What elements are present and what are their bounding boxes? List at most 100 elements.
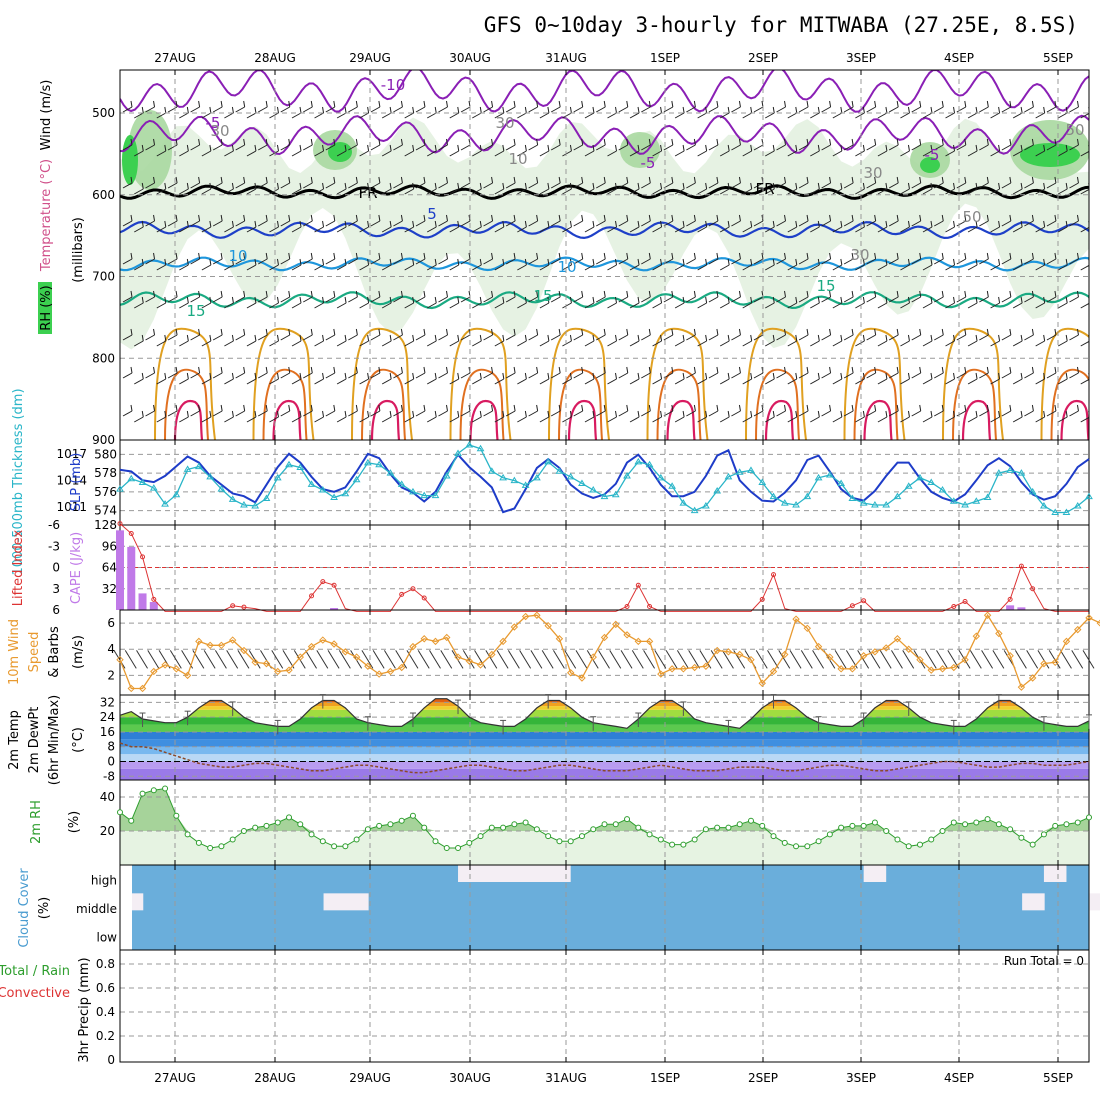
- wind-barb: [629, 188, 640, 195]
- rh-point: [725, 824, 732, 831]
- cloud-clear-middle: [323, 893, 369, 911]
- wind-barb-flag: [254, 296, 257, 304]
- wind-barb-flag: [276, 182, 279, 190]
- wind-speed-point: [612, 620, 620, 629]
- wind-barb-flag: [276, 106, 279, 114]
- wind-barb-flag: [198, 100, 201, 108]
- wind-barb-flag: [198, 366, 201, 374]
- wind-barb-flag: [378, 138, 381, 146]
- temp-band: [120, 724, 1089, 732]
- temp-line: [119, 698, 1090, 729]
- wind-barb: [303, 106, 313, 113]
- wind-barb-flag: [423, 100, 426, 108]
- wind-barb-flag: [378, 176, 381, 184]
- wind-barb-flag: [817, 334, 820, 342]
- cape-tick-label: 32: [102, 582, 117, 596]
- wind-barb: [686, 144, 696, 151]
- wind-barb-flag: [310, 290, 313, 298]
- wind-barb-flag: [445, 366, 448, 374]
- wind-barb: [902, 650, 915, 669]
- wind-speed-point: [1085, 614, 1093, 622]
- wind-barb: [719, 340, 730, 347]
- wind-barb: [832, 226, 843, 233]
- y-tick-label: 800: [92, 351, 115, 365]
- wind-barb-flag: [164, 372, 167, 380]
- wind-barb: [641, 296, 651, 303]
- thickness-tick-label: 574: [94, 504, 117, 518]
- wind-barb: [449, 264, 459, 271]
- wind-barb-flag: [784, 214, 787, 222]
- wind-barb: [618, 258, 629, 265]
- wind-barb: [212, 258, 223, 265]
- wind-barb: [179, 302, 189, 309]
- wind-barb-flag: [220, 176, 223, 184]
- wind-barb: [460, 258, 471, 265]
- wind-barb-flag: [524, 372, 527, 380]
- lifted-tick-label: -6: [48, 518, 60, 532]
- wind-barb: [280, 144, 290, 151]
- wind-barb: [821, 258, 831, 265]
- wind-barb: [922, 302, 933, 309]
- wind-barb: [1024, 182, 1034, 189]
- wind-barb-flag: [536, 176, 539, 184]
- wind-barb-flag: [536, 366, 539, 374]
- wind-barb-flag: [874, 366, 877, 374]
- wind-barb: [190, 334, 200, 341]
- wind-barb-flag: [344, 334, 347, 342]
- wind-barb: [303, 372, 313, 379]
- wind-barb: [562, 150, 572, 157]
- wind-barb: [618, 410, 629, 417]
- wind-barb-flag: [367, 334, 370, 342]
- wind-barb: [934, 220, 944, 227]
- thickness-point: [409, 487, 417, 495]
- wind-barb-flag: [603, 404, 606, 412]
- temp-tick-label: 8: [107, 740, 115, 754]
- wind-barb-flag: [648, 290, 651, 298]
- wind-barb-flag: [547, 258, 550, 266]
- thickness-point: [533, 473, 541, 481]
- wind-barb-flag: [964, 100, 967, 108]
- wind-barb-flag: [772, 220, 775, 228]
- thickness-point: [713, 486, 722, 494]
- wind-barb-flag: [626, 176, 629, 184]
- wind-barb-flag: [784, 252, 787, 260]
- wind-barb: [1069, 334, 1079, 341]
- wind-barb: [291, 226, 302, 233]
- wind-barb: [956, 144, 967, 151]
- wind-barb: [303, 334, 313, 341]
- wind-speed-line: [119, 613, 1100, 690]
- wind-barb: [383, 650, 396, 669]
- thickness-point: [330, 493, 338, 500]
- wind-barb: [1057, 226, 1068, 233]
- thickness-tick-label: 576: [94, 485, 117, 499]
- wind-speed-point: [285, 666, 293, 674]
- wind-barb: [1012, 150, 1023, 157]
- contour-label: -5: [206, 114, 221, 132]
- wind-barb: [494, 188, 505, 195]
- wind-barb: [122, 144, 133, 151]
- wind-barb-flag: [400, 214, 403, 222]
- wind-barb: [877, 302, 888, 309]
- top-date-axis: 27AUG 28AUG 29AUG 30AUG 31AUG 1SEP 2SEP 3SEP 4SE…: [154, 51, 1073, 65]
- wind-barb-flag: [1043, 296, 1046, 304]
- temp-contour-30: [1060, 399, 1089, 440]
- thickness-point: [792, 501, 800, 508]
- wind-barb-flag: [333, 100, 336, 108]
- wind-barb-flag: [423, 366, 426, 374]
- thickness-point: [431, 491, 440, 499]
- wind-barb-flag: [840, 182, 843, 190]
- wind-barb: [990, 226, 1000, 233]
- wind-barb-flag: [716, 176, 719, 184]
- wind-barb: [167, 372, 178, 379]
- rh-point: [409, 812, 416, 819]
- wind-barb-flag: [153, 214, 156, 222]
- wind-barb-flag: [998, 182, 1001, 190]
- slp-axis-label: SLP (mb): [69, 453, 84, 512]
- wind-barb: [798, 182, 809, 189]
- wind-barb: [381, 416, 392, 423]
- thickness-point: [578, 479, 586, 486]
- wind-barb: [539, 416, 550, 423]
- wind-barb-flag: [637, 410, 640, 418]
- wind-barb-flag: [209, 258, 212, 266]
